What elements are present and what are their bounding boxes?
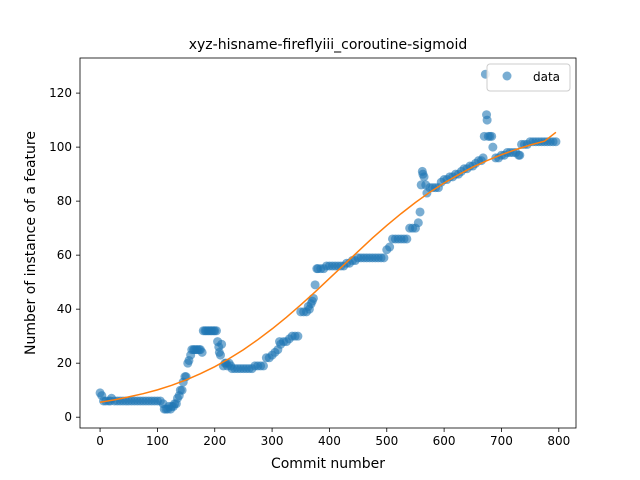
x-tick-label: 400 (318, 434, 341, 448)
y-tick-label: 0 (64, 410, 72, 424)
x-tick-label: 200 (203, 434, 226, 448)
chart-title: xyz-hisname-fireflyiii_coroutine-sigmoid (189, 37, 468, 53)
legend: data (486, 63, 571, 92)
x-tick-label: 700 (490, 434, 513, 448)
data-point (293, 331, 303, 341)
data-point (413, 218, 423, 228)
data-point (402, 234, 412, 244)
data-point (415, 207, 425, 217)
x-tick-label: 0 (96, 434, 104, 448)
legend-marker (502, 71, 512, 81)
y-tick-label: 80 (57, 194, 72, 208)
x-tick-label: 100 (146, 434, 169, 448)
data-point (177, 385, 187, 395)
data-point (258, 361, 268, 371)
data-point (215, 350, 225, 360)
data-point (515, 150, 525, 160)
y-tick-label: 60 (57, 248, 72, 262)
x-axis-ticks: 0 100 200 300 400 500 600 700 800 (96, 428, 570, 448)
y-tick-label: 120 (49, 86, 72, 100)
data-point (197, 347, 207, 357)
data-point (482, 115, 492, 125)
fit-line (99, 131, 557, 404)
y-axis-label: Number of instance of a feature (23, 131, 39, 355)
x-axis-label: Commit number (271, 456, 385, 472)
plot-frame (79, 57, 577, 429)
x-tick-label: 800 (547, 434, 570, 448)
x-tick-label: 500 (375, 434, 398, 448)
data-point (217, 339, 227, 349)
y-tick-label: 100 (49, 140, 72, 154)
data-point (379, 253, 389, 263)
data-points-layer (95, 69, 561, 414)
y-axis-ticks: 0 20 40 60 80 100 120 (49, 86, 80, 424)
data-point (419, 172, 429, 182)
data-point (478, 153, 488, 163)
data-point (308, 293, 318, 303)
data-point (487, 131, 497, 141)
data-point (211, 326, 221, 336)
data-point (551, 137, 561, 147)
x-tick-label: 600 (433, 434, 456, 448)
data-point (488, 142, 498, 152)
data-point (310, 280, 320, 290)
legend-label-data: data (533, 70, 560, 84)
y-tick-label: 40 (57, 302, 72, 316)
data-point (385, 242, 395, 252)
x-tick-label: 300 (261, 434, 284, 448)
y-tick-label: 20 (57, 356, 72, 370)
fit-curve-layer (99, 131, 557, 404)
legend-box (486, 63, 571, 92)
